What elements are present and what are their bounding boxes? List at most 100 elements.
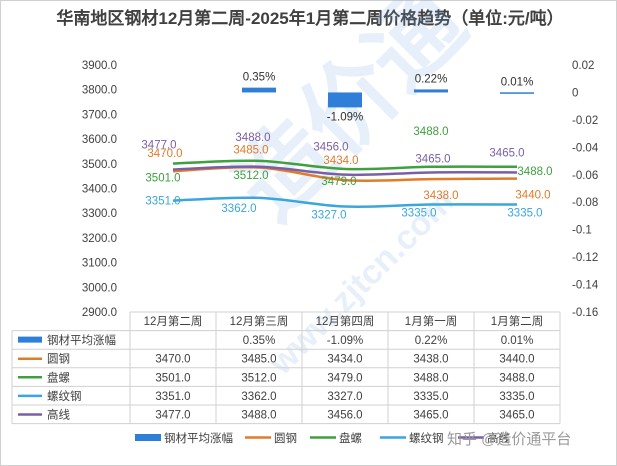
point-label: 3512.0 xyxy=(233,170,268,182)
line-螺纹钢 xyxy=(172,196,518,209)
y-left-tick: 3400.0 xyxy=(82,184,117,196)
point-label: 3440.0 xyxy=(515,190,550,202)
table-cell: 3438.0 xyxy=(413,354,448,366)
point-label: 3465.0 xyxy=(415,153,450,165)
point-label: 3351.0 xyxy=(145,196,180,208)
bar-2 xyxy=(242,87,276,93)
point-label: 3327.0 xyxy=(311,210,346,222)
x-tick-label: 12月第四周 xyxy=(316,314,375,328)
point-label: 3479.0 xyxy=(321,176,356,188)
y-right-tick: -0.04 xyxy=(572,142,599,154)
table-row-name: 螺纹钢 xyxy=(47,389,82,403)
table-cell: 3479.0 xyxy=(327,372,362,384)
legend-label: 高线 xyxy=(487,431,510,445)
table-cell: 3351.0 xyxy=(155,391,190,403)
table-cell: 3465.0 xyxy=(499,410,534,422)
line-series xyxy=(172,159,518,209)
point-label: 3488.0 xyxy=(235,132,270,144)
bar-3 xyxy=(328,92,362,108)
line-高线 xyxy=(172,165,518,177)
y-right-tick: -0.16 xyxy=(572,307,598,319)
bar-4 xyxy=(414,89,448,93)
table-cell: 3440.0 xyxy=(499,354,534,366)
table-cell: 3335.0 xyxy=(413,391,448,403)
y-right-tick: -0.08 xyxy=(572,197,598,209)
point-label: 3477.0 xyxy=(141,139,176,151)
table-cell: 3335.0 xyxy=(499,391,534,403)
table-cell: 3434.0 xyxy=(327,354,362,366)
table-cell: 0.01% xyxy=(501,335,534,347)
y-left-tick: 3800.0 xyxy=(82,85,117,97)
line-盘螺 xyxy=(172,159,518,171)
table-cell: 3477.0 xyxy=(155,410,190,422)
table-cell: 3501.0 xyxy=(155,372,190,384)
data-labels: 0.35%-1.09%0.22% 0.01%3470.0 3485.03434.03… xyxy=(141,72,552,222)
y-axis-right: 0.02 0 -0.02 -0.04 -0.06 -0.08 -0.1 -0.12 -0.14 -… xyxy=(572,60,599,319)
y-left-tick: 3300.0 xyxy=(82,208,117,220)
bar-label: 0.22% xyxy=(415,73,448,85)
point-label: 3465.0 xyxy=(489,147,524,159)
x-tick-label: 1月第二周 xyxy=(491,314,543,328)
table-row-name: 盘螺 xyxy=(47,370,70,384)
chart-title: 华南地区钢材12月第二周-2025年1月第二周价格趋势（单位:元/吨） xyxy=(56,9,564,28)
table-cell: 3488.0 xyxy=(413,372,448,384)
y-right-tick: -0.1 xyxy=(572,225,592,237)
bar-5 xyxy=(500,92,534,94)
table-cell: 3362.0 xyxy=(241,391,276,403)
y-left-tick: 3500.0 xyxy=(82,159,117,171)
table-cell: 3470.0 xyxy=(155,354,190,366)
table-cell: 0.35% xyxy=(243,335,276,347)
legend-label: 盘螺 xyxy=(339,431,362,445)
table-cell: 3465.0 xyxy=(413,410,448,422)
table-cell: 0.22% xyxy=(415,335,448,347)
y-right-tick: -0.02 xyxy=(572,115,598,127)
point-label: 3434.0 xyxy=(323,155,358,167)
table-cell: 3488.0 xyxy=(241,410,276,422)
legend-label: 钢材平均涨幅 xyxy=(164,431,233,445)
x-tick-label: 1月第一周 xyxy=(405,314,457,328)
point-label: 3488.0 xyxy=(517,166,552,178)
y-left-tick: 3900.0 xyxy=(82,60,117,72)
table-cell: -1.09% xyxy=(327,335,363,347)
table-cell: 3488.0 xyxy=(499,372,534,384)
bar-label: 0.35% xyxy=(243,72,276,84)
bar-series xyxy=(242,87,534,108)
legend: 钢材平均涨幅 圆钢 盘螺 螺纹钢 高线 xyxy=(135,431,510,445)
table-row-name: 钢材平均涨幅 xyxy=(47,333,116,347)
y-right-tick: 0 xyxy=(572,87,578,99)
table-cell: 3485.0 xyxy=(241,354,276,366)
x-tick-label: 12月第二周 xyxy=(144,314,203,328)
footer-credit: 知乎 @造价通平台 xyxy=(447,431,572,448)
y-right-tick: -0.14 xyxy=(572,280,599,292)
point-label: 3438.0 xyxy=(423,190,458,202)
y-right-tick: -0.12 xyxy=(572,252,598,264)
y-left-tick: 3600.0 xyxy=(82,134,117,146)
point-label: 3362.0 xyxy=(221,203,256,215)
point-label: 3335.0 xyxy=(401,208,436,220)
y-left-tick: 3100.0 xyxy=(82,258,117,270)
y-left-tick: 2900.0 xyxy=(82,307,117,319)
x-tick-label: 12月第三周 xyxy=(230,314,289,328)
y-right-tick: -0.06 xyxy=(572,170,598,182)
bar-label: 0.01% xyxy=(501,76,534,88)
point-label: 3488.0 xyxy=(413,126,448,138)
y-right-tick: 0.02 xyxy=(572,60,594,72)
point-label: 3470.0 xyxy=(147,148,182,160)
y-left-tick: 3200.0 xyxy=(82,233,117,245)
table-cell: 3327.0 xyxy=(327,391,362,403)
bar-label: -1.09% xyxy=(327,111,363,123)
legend-key-bar xyxy=(135,434,161,441)
point-label: 3501.0 xyxy=(145,173,180,185)
point-label: 3335.0 xyxy=(507,208,542,220)
table-cell: 3456.0 xyxy=(327,410,362,422)
legend-label: 螺纹钢 xyxy=(409,431,444,445)
point-label: 3456.0 xyxy=(313,142,348,154)
legend-label: 圆钢 xyxy=(274,432,297,445)
table-row-name: 高线 xyxy=(47,408,70,422)
table-key-bar xyxy=(18,336,42,343)
y-axis-left: 2900.0 3000.0 3100.0 3200.0 3300.0 3400.0 3500… xyxy=(82,60,117,319)
point-label: 3485.0 xyxy=(233,145,268,157)
table-cell: 3512.0 xyxy=(241,372,276,384)
